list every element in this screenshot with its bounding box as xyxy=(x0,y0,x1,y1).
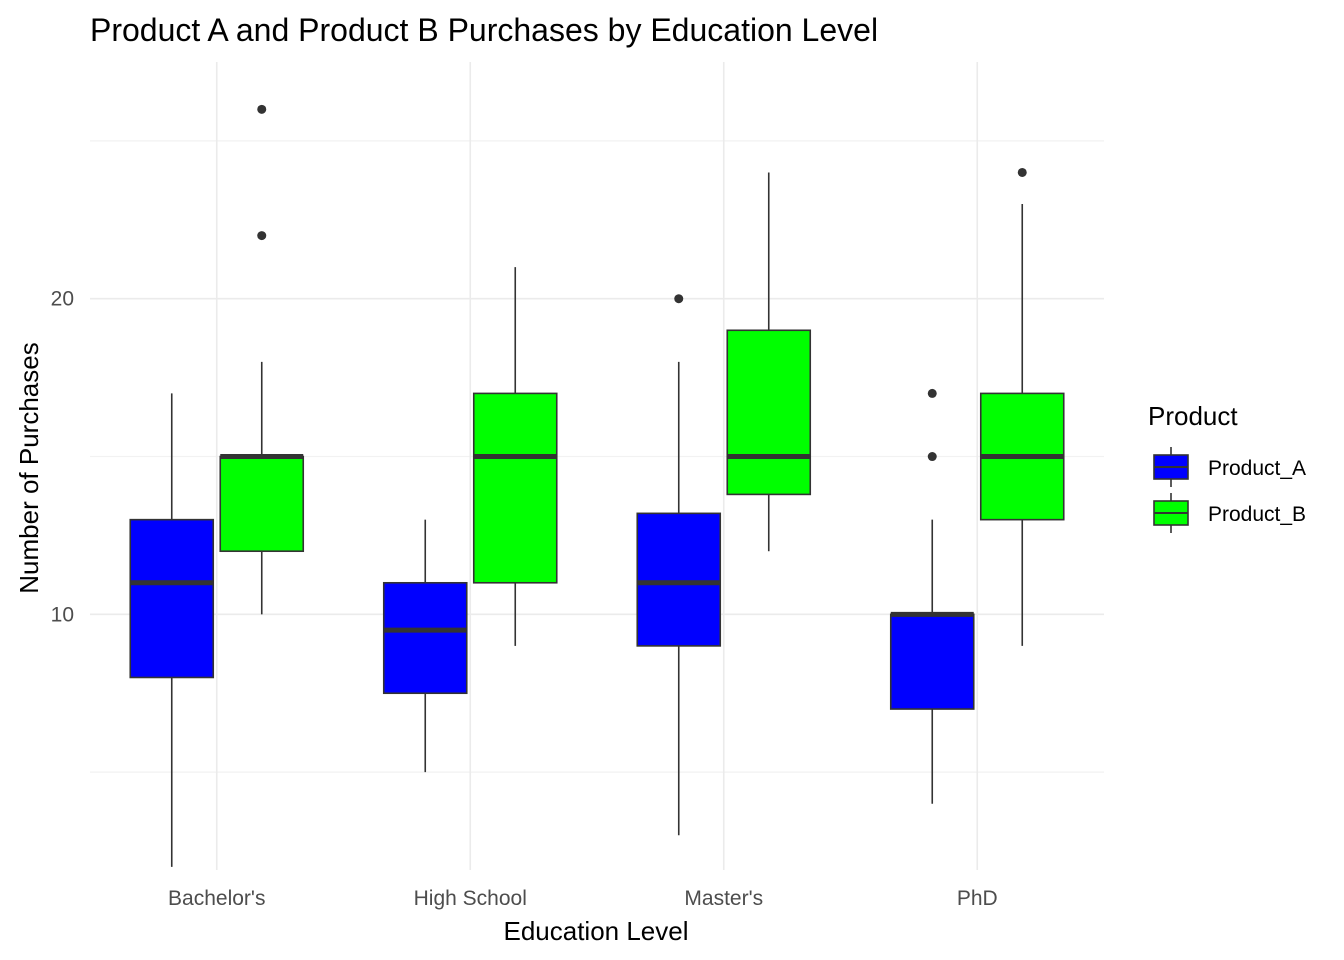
legend: Product Product_A Product_B xyxy=(1148,401,1306,533)
x-axis-title: Education Level xyxy=(503,916,688,946)
outlier-point xyxy=(927,388,937,398)
box-product-a-1 xyxy=(382,519,468,773)
box-iqr xyxy=(472,392,558,584)
y-axis-title: Number of Purchases xyxy=(14,342,44,593)
box-iqr xyxy=(382,581,468,695)
x-tick-label: PhD xyxy=(957,887,998,910)
box-product-a-2 xyxy=(636,294,722,836)
box-iqr xyxy=(889,613,975,710)
outlier-point xyxy=(1017,167,1027,177)
legend-key-product-b xyxy=(1153,493,1189,533)
legend-key-product-a xyxy=(1153,447,1189,487)
box-product-a-0 xyxy=(129,393,215,867)
box-product-b-1 xyxy=(472,267,558,646)
y-tick-label: 10 xyxy=(51,603,74,626)
x-tick-label: High School xyxy=(414,887,527,910)
box-iqr xyxy=(726,329,812,496)
plot-boxes xyxy=(129,104,1065,867)
outlier-point xyxy=(927,452,937,462)
outlier-point xyxy=(257,231,267,241)
box-product-b-0 xyxy=(219,104,305,615)
legend-label: Product_A xyxy=(1208,457,1306,480)
box-iqr xyxy=(219,455,305,553)
box-product-b-2 xyxy=(726,172,812,552)
box-product-b-3 xyxy=(979,167,1065,646)
legend-title: Product xyxy=(1148,401,1238,431)
y-tick-label: 20 xyxy=(51,288,74,311)
x-tick-label: Master's xyxy=(684,887,763,910)
chart-title: Product A and Product B Purchases by Edu… xyxy=(90,12,878,48)
x-axis-ticks: Bachelor's High School Master's PhD xyxy=(168,887,998,910)
outlier-point xyxy=(257,104,267,114)
x-tick-label: Bachelor's xyxy=(168,887,265,910)
box-iqr xyxy=(636,512,722,647)
legend-label: Product_B xyxy=(1208,503,1306,526)
box-iqr xyxy=(129,518,215,679)
y-axis-ticks: 10 20 xyxy=(51,288,74,627)
outlier-point xyxy=(674,294,684,304)
box-product-a-3 xyxy=(889,388,975,804)
